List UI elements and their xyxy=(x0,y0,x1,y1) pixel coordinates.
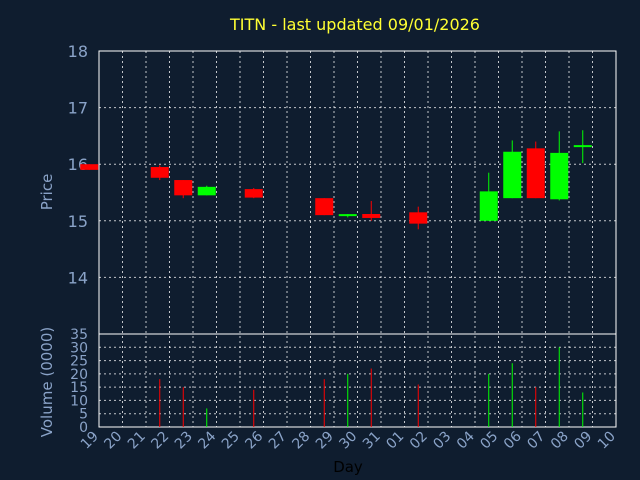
x-tick-label: 04 xyxy=(454,428,478,452)
candle-body xyxy=(503,151,522,199)
volume-tick-label: 20 xyxy=(70,367,88,383)
x-tick-label: 25 xyxy=(219,429,243,453)
x-tick-label: 06 xyxy=(501,428,525,452)
x-tick-label: 31 xyxy=(360,429,384,453)
candle-body xyxy=(409,212,428,224)
x-axis-label: Day xyxy=(333,458,363,476)
x-tick-label: 05 xyxy=(477,429,501,453)
candle-body xyxy=(174,180,193,196)
x-tick-label: 21 xyxy=(125,429,149,453)
volume-tick-label: 35 xyxy=(70,327,88,343)
candle-body xyxy=(550,152,569,200)
x-tick-label: 01 xyxy=(383,429,407,453)
x-tick-label: 30 xyxy=(336,429,360,453)
x-tick-label: 22 xyxy=(148,429,172,453)
x-tick-label: 08 xyxy=(548,429,572,453)
candle-body xyxy=(80,164,99,170)
volume-tick-label: 10 xyxy=(70,393,88,409)
volume-tick-label: 5 xyxy=(79,407,88,423)
candle-body xyxy=(526,148,545,199)
chart-title: TITN - last updated 09/01/2026 xyxy=(229,15,480,34)
x-tick-label: 02 xyxy=(407,429,431,453)
candle-body xyxy=(315,198,334,216)
x-tick-label: 29 xyxy=(313,429,337,453)
price-tick-label: 15 xyxy=(68,212,88,231)
x-tick-label: 03 xyxy=(430,429,454,453)
volume-tick-label: 30 xyxy=(70,340,88,356)
volume-panel-frame xyxy=(98,333,617,428)
price-tick-label: 18 xyxy=(68,42,88,61)
x-tick-label: 10 xyxy=(595,429,619,453)
x-tick-label: 24 xyxy=(195,428,219,452)
volume-tick-label: 15 xyxy=(70,380,88,396)
volume-axis-label: Volume (0000) xyxy=(38,327,56,437)
x-tick-label: 09 xyxy=(571,429,595,453)
price-tick-label: 14 xyxy=(68,268,88,287)
candle-body xyxy=(362,214,381,218)
x-tick-label: 27 xyxy=(266,429,290,453)
candle-body xyxy=(197,186,216,196)
candle-body xyxy=(244,189,263,198)
candle-body xyxy=(479,191,498,221)
price-tick-label: 17 xyxy=(68,99,88,118)
volume-tick-label: 25 xyxy=(70,354,88,370)
x-tick-label: 26 xyxy=(242,428,266,452)
x-tick-label: 23 xyxy=(172,429,196,453)
x-tick-label: 28 xyxy=(289,429,313,453)
candle-body xyxy=(150,167,169,178)
price-axis-label: Price xyxy=(38,174,56,211)
volume-tick-label: 0 xyxy=(79,420,88,436)
x-tick-label: 07 xyxy=(524,429,548,453)
x-tick-label: 20 xyxy=(101,429,125,453)
